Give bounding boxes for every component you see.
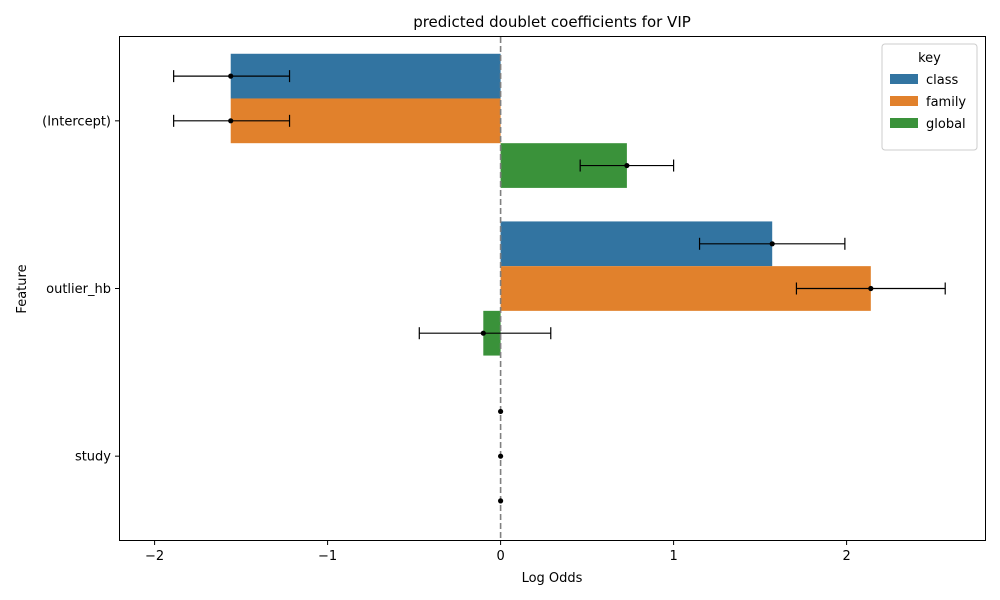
x-tick-label: 0 xyxy=(496,549,504,564)
legend: key class family global xyxy=(881,43,978,151)
point-family-1 xyxy=(868,285,874,292)
x-tick-label: −1 xyxy=(318,549,337,564)
point-global-2 xyxy=(498,498,504,504)
point-global-1 xyxy=(480,330,486,336)
legend-swatch-global xyxy=(890,118,918,128)
point-class-0 xyxy=(228,73,234,79)
error-bars-layer xyxy=(173,70,946,504)
point-family-0 xyxy=(228,118,234,124)
y-tick-label: outlier_hb xyxy=(46,282,111,297)
x-axis: −2 −1 0 1 2 xyxy=(145,540,851,564)
x-tick-label: 2 xyxy=(842,549,850,564)
y-axis-label: Feature xyxy=(15,264,30,313)
x-tick-label: −2 xyxy=(145,549,164,564)
point-family-2 xyxy=(498,453,504,459)
bars-layer xyxy=(230,53,871,356)
legend-swatch-family xyxy=(890,96,918,106)
legend-label-global: global xyxy=(926,117,966,132)
point-global-0 xyxy=(624,162,630,169)
chart-title: predicted doublet coefficients for VIP xyxy=(413,13,691,31)
y-tick-label: study xyxy=(75,450,111,465)
legend-swatch-class xyxy=(890,74,918,84)
legend-title: key xyxy=(918,51,941,66)
x-axis-label: Log Odds xyxy=(522,571,583,586)
legend-label-class: class xyxy=(926,73,958,88)
point-class-2 xyxy=(498,408,504,415)
y-tick-label: (Intercept) xyxy=(42,114,111,129)
legend-label-family: family xyxy=(926,95,966,110)
point-class-1 xyxy=(769,241,775,247)
x-tick-label: 1 xyxy=(669,549,677,564)
